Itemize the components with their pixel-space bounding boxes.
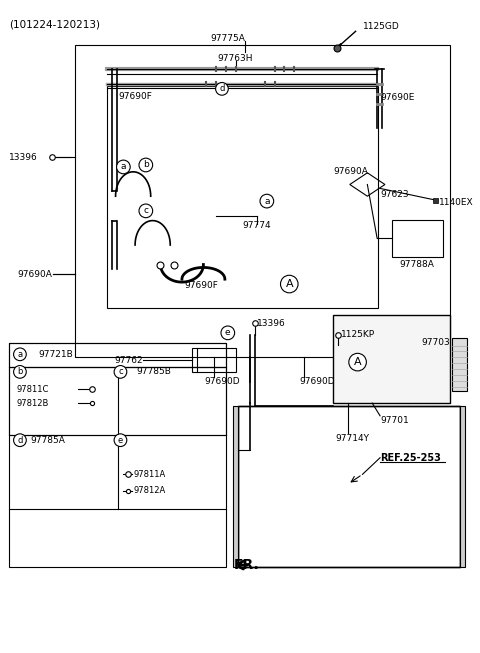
Text: 97763H: 97763H bbox=[218, 54, 253, 63]
Circle shape bbox=[13, 434, 26, 447]
Text: 97812A: 97812A bbox=[133, 486, 166, 496]
Bar bbox=[433, 198, 438, 202]
Text: 97774: 97774 bbox=[243, 221, 271, 230]
Text: REF.25-253: REF.25-253 bbox=[380, 453, 441, 463]
Bar bbox=[9, 367, 226, 436]
Text: 97812B: 97812B bbox=[16, 398, 48, 407]
Text: 1125KP: 1125KP bbox=[341, 330, 375, 340]
Text: 97623: 97623 bbox=[380, 190, 408, 199]
Text: 97690F: 97690F bbox=[185, 281, 219, 291]
Circle shape bbox=[139, 158, 153, 172]
Text: 97811C: 97811C bbox=[16, 385, 48, 394]
Circle shape bbox=[13, 348, 26, 360]
Text: d: d bbox=[219, 84, 225, 93]
Text: a: a bbox=[264, 197, 270, 206]
Text: a: a bbox=[17, 350, 23, 358]
Text: 1140EX: 1140EX bbox=[439, 198, 473, 206]
Text: A: A bbox=[286, 279, 293, 289]
Text: 97785A: 97785A bbox=[31, 436, 66, 445]
Bar bbox=[333, 315, 450, 403]
Text: 97762: 97762 bbox=[114, 356, 143, 364]
Bar bbox=[9, 367, 226, 436]
Bar bbox=[233, 406, 238, 567]
Text: e: e bbox=[225, 328, 230, 338]
Bar bbox=[452, 338, 467, 391]
Circle shape bbox=[216, 82, 228, 95]
Circle shape bbox=[221, 326, 235, 340]
Circle shape bbox=[114, 366, 127, 378]
Bar bbox=[238, 406, 460, 567]
Circle shape bbox=[280, 276, 298, 293]
Text: 13396: 13396 bbox=[257, 319, 286, 328]
Text: 97714Y: 97714Y bbox=[335, 434, 369, 443]
Text: 97690F: 97690F bbox=[119, 92, 152, 101]
Text: 97788A: 97788A bbox=[400, 260, 434, 269]
Text: c: c bbox=[118, 368, 123, 376]
Text: 97721B: 97721B bbox=[38, 350, 73, 358]
Text: 13396: 13396 bbox=[9, 153, 38, 162]
Text: e: e bbox=[118, 436, 123, 445]
Text: 97775A: 97775A bbox=[210, 33, 245, 42]
Bar bbox=[238, 406, 460, 567]
Bar bbox=[460, 406, 465, 567]
Text: b: b bbox=[143, 161, 149, 170]
Bar bbox=[192, 349, 236, 372]
Bar bbox=[392, 219, 443, 257]
Text: d: d bbox=[17, 436, 23, 445]
Text: (101224-120213): (101224-120213) bbox=[9, 20, 100, 29]
Text: 97703: 97703 bbox=[421, 338, 450, 347]
Bar bbox=[107, 86, 378, 308]
Circle shape bbox=[117, 160, 130, 174]
Circle shape bbox=[349, 353, 366, 371]
Text: 1125GD: 1125GD bbox=[362, 22, 399, 31]
Text: 97690D: 97690D bbox=[299, 377, 335, 386]
Text: A: A bbox=[354, 357, 361, 367]
Circle shape bbox=[139, 204, 153, 217]
Bar bbox=[9, 343, 226, 567]
Circle shape bbox=[260, 194, 274, 208]
Text: 97690D: 97690D bbox=[204, 377, 240, 386]
Text: 97785B: 97785B bbox=[136, 368, 171, 376]
Text: 97701: 97701 bbox=[380, 416, 409, 425]
Text: 97690E: 97690E bbox=[380, 93, 414, 102]
Text: 97690A: 97690A bbox=[17, 270, 52, 279]
Bar bbox=[9, 343, 226, 367]
Circle shape bbox=[13, 366, 26, 378]
Text: a: a bbox=[120, 163, 126, 172]
Bar bbox=[74, 45, 450, 357]
Text: FR.: FR. bbox=[234, 558, 259, 572]
Text: b: b bbox=[17, 368, 23, 376]
Circle shape bbox=[114, 434, 127, 447]
Text: c: c bbox=[144, 206, 148, 215]
Text: 97811A: 97811A bbox=[133, 470, 166, 479]
Text: 97690A: 97690A bbox=[333, 167, 368, 176]
